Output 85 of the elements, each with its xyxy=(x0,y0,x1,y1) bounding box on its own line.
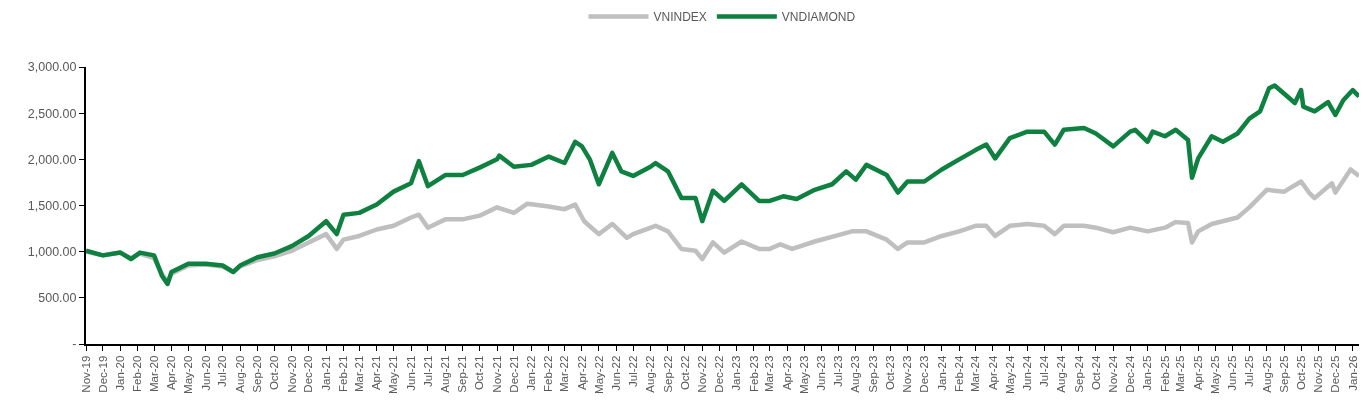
x-tick-label: Dec-19 xyxy=(96,355,109,393)
x-tick-label: Jan-25 xyxy=(1141,355,1154,391)
x-tick-label: Dec-21 xyxy=(507,355,520,393)
x-tick-label: Jan-22 xyxy=(525,355,538,391)
x-tick-label: Sep-25 xyxy=(1277,355,1290,393)
x-tick-label: Jul-21 xyxy=(421,355,434,387)
x-tick-label: Aug-25 xyxy=(1260,355,1273,393)
y-tick-label: 500.00 xyxy=(38,291,77,306)
x-tick-label: May-23 xyxy=(797,355,810,394)
x-tick-label: Aug-21 xyxy=(439,355,452,393)
x-tick-label: Nov-23 xyxy=(901,355,914,393)
x-tick-label: Jan-21 xyxy=(319,355,332,391)
x-tick-label: Aug-20 xyxy=(233,355,246,393)
x-tick-label: Mar-23 xyxy=(763,355,776,393)
x-tick-label: Jun-23 xyxy=(815,355,828,391)
x-tick-label: May-24 xyxy=(1003,355,1016,394)
x-tick-label: Nov-22 xyxy=(696,355,708,393)
x-tick-label: Jul-20 xyxy=(216,355,229,387)
x-tick-label: Apr-21 xyxy=(370,355,383,391)
x-tick-label: Sep-23 xyxy=(866,355,879,393)
x-tick-label: Apr-22 xyxy=(575,355,588,391)
x-tick-label: Jun-20 xyxy=(199,355,212,391)
x-tick-label: Jun-22 xyxy=(609,355,622,391)
x-tick-label: Mar-25 xyxy=(1174,355,1187,393)
x-tick-label: Oct-23 xyxy=(883,355,896,391)
x-tick-label: May-20 xyxy=(182,355,195,394)
x-tick-label: Dec-23 xyxy=(918,355,931,393)
x-tick-label: Nov-25 xyxy=(1312,355,1325,393)
x-tick-label: Jan-24 xyxy=(935,355,948,391)
x-tick-label: Apr-24 xyxy=(986,355,999,391)
x-tick-label: Dec-24 xyxy=(1123,355,1136,393)
x-tick-label: May-25 xyxy=(1208,355,1221,394)
y-tick-label: 1,500.00 xyxy=(27,198,77,213)
x-tick-label: Dec-22 xyxy=(712,355,725,393)
x-tick-label: Oct-20 xyxy=(268,355,281,391)
x-tick-label: Feb-20 xyxy=(131,355,144,393)
x-tick-label: Feb-25 xyxy=(1158,355,1171,393)
x-tick-label: Aug-23 xyxy=(849,355,862,393)
y-tick-label: - xyxy=(72,337,77,352)
y-tick-label: 2,000.00 xyxy=(27,152,77,167)
x-tick-label: Mar-24 xyxy=(969,355,982,393)
x-tick-label: Oct-24 xyxy=(1089,355,1102,391)
x-tick-label: Oct-22 xyxy=(678,355,691,391)
x-tick-label: Sep-20 xyxy=(251,355,264,393)
x-tick-label: Jan-23 xyxy=(730,355,743,391)
x-tick-label: Jan-26 xyxy=(1346,355,1359,391)
x-tick-label: Sep-22 xyxy=(661,355,674,393)
x-tick-label: May-21 xyxy=(387,355,400,394)
line-series xyxy=(86,83,1359,287)
x-tick-label: Dec-25 xyxy=(1329,355,1342,393)
x-tick-label: Jan-20 xyxy=(114,355,127,391)
x-tick-label: Apr-20 xyxy=(165,355,178,391)
x-tick-label: Jul-24 xyxy=(1037,355,1050,387)
x-tick-label: Aug-24 xyxy=(1055,355,1068,393)
x-tick-label: Nov-19 xyxy=(79,355,92,393)
y-tick-label: 1,000.00 xyxy=(27,245,77,260)
x-tick-label: Sep-24 xyxy=(1072,355,1085,393)
x-tick-label: Nov-20 xyxy=(285,355,298,393)
x-tick-label: Jun-24 xyxy=(1021,355,1033,391)
legend-label: VNDIAMOND xyxy=(781,10,856,25)
y-tick-label: 3,000.00 xyxy=(27,60,77,75)
legend-label: VNINDEX xyxy=(653,10,707,25)
x-tick-label: Feb-23 xyxy=(747,355,760,393)
x-tick-label: Mar-21 xyxy=(353,355,366,393)
x-tick-label: Aug-22 xyxy=(644,355,657,393)
x-tick-label: Nov-24 xyxy=(1107,355,1120,393)
x-tick-label: Jul-25 xyxy=(1243,355,1256,387)
x-tick-label: Dec-20 xyxy=(302,355,315,393)
x-tick-label: May-22 xyxy=(592,355,605,394)
x-tick-label: Sep-21 xyxy=(456,355,469,393)
x-tick-label: Jul-23 xyxy=(832,355,845,387)
x-tick-label: Oct-25 xyxy=(1294,355,1307,391)
x-tick-label: Apr-23 xyxy=(780,355,793,391)
x-tick-label: Mar-22 xyxy=(558,355,571,393)
x-tick-label: Jun-21 xyxy=(404,355,417,391)
x-tick-label: Feb-21 xyxy=(337,355,350,393)
x-tick-label: Jun-25 xyxy=(1226,355,1239,391)
x-tick-label: Oct-21 xyxy=(473,355,486,391)
x-tick-label: Feb-24 xyxy=(952,355,965,393)
x-tick-label: Apr-25 xyxy=(1191,355,1204,391)
x-tick-label: Nov-21 xyxy=(490,355,503,393)
x-tick-label: Feb-22 xyxy=(542,355,555,393)
y-tick-label: 2,500.00 xyxy=(27,106,77,121)
x-tick-label: Mar-20 xyxy=(147,355,160,393)
x-tick-label: Jul-22 xyxy=(626,355,639,387)
